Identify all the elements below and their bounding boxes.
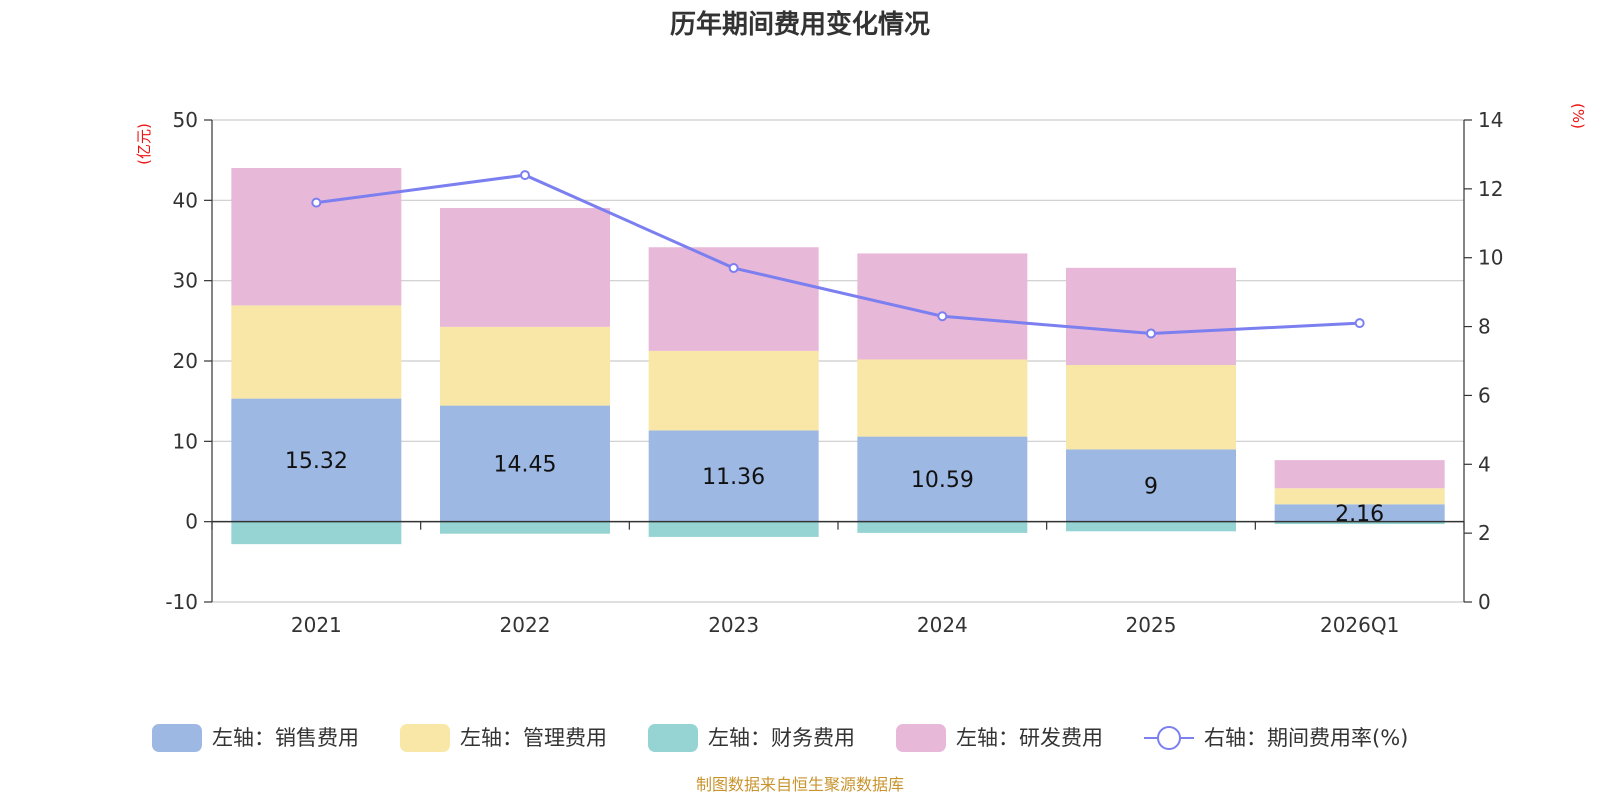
legend-label: 左轴：销售费用: [212, 726, 359, 750]
bar-labels: 15.32 14.45 11.36 10.59 9 2.16: [285, 449, 1384, 527]
bar-value-label: 14.45: [494, 453, 557, 478]
bar-segment: [1066, 521, 1236, 532]
data-source-note: 制图数据来自恒生聚源数据库: [696, 775, 904, 794]
legend-circle-swatch: [1157, 726, 1181, 750]
bar-segment: [857, 521, 1028, 533]
bar-segment: [231, 168, 402, 306]
legend-swatch: [152, 724, 202, 752]
x-tick-label: 2025: [1126, 613, 1177, 637]
x-tick-label: 2024: [917, 613, 968, 637]
bar-segment: [1274, 521, 1445, 525]
line-point: [1354, 318, 1365, 329]
bar-segment: [1274, 460, 1445, 489]
expense-rate-line: [316, 173, 1360, 335]
right-tick-label: 0: [1478, 590, 1491, 614]
right-tick-label: 14: [1478, 108, 1503, 132]
right-tick-label: 8: [1478, 315, 1491, 339]
bar-segment: [857, 436, 1028, 522]
left-tick-label: 40: [173, 188, 198, 212]
left-tick-label: 50: [173, 108, 198, 132]
legend-swatch: [648, 724, 698, 752]
bar-value-label: 9: [1144, 475, 1158, 500]
right-tick-label: 10: [1478, 246, 1503, 270]
bar-segment: [1066, 267, 1236, 366]
x-tick-label: 2021: [291, 613, 342, 637]
left-tick-label: 10: [173, 429, 198, 453]
legend-label: 右轴：期间费用率(%): [1204, 726, 1408, 750]
bar-segment: [648, 247, 819, 351]
right-axis-unit: (%): [1569, 103, 1587, 129]
bar-value-label: 10.59: [911, 468, 974, 493]
line-point: [728, 263, 739, 274]
left-tick-label: 0: [185, 510, 198, 534]
right-tick-label: 12: [1478, 177, 1503, 201]
line-point: [1146, 328, 1156, 339]
line-point: [520, 170, 530, 181]
bar-value-label: 11.36: [702, 465, 765, 490]
bar-segment: [440, 207, 610, 327]
bar-segment: [440, 521, 610, 534]
bar-segment: [648, 521, 819, 537]
bar-segment: [648, 350, 819, 431]
left-tick-label: 20: [173, 349, 198, 373]
line-series: [311, 170, 1365, 339]
right-tick-label: 4: [1478, 452, 1491, 476]
x-tick-label: 2022: [500, 613, 551, 637]
bar-segment: [231, 521, 402, 545]
bar-segment: [857, 359, 1028, 437]
right-tick-label: 2: [1478, 521, 1491, 545]
bar-segment: [648, 430, 819, 522]
bar-segment: [440, 326, 610, 406]
x-tick-label: 2026Q1: [1320, 613, 1399, 637]
bar-segment: [1274, 504, 1445, 522]
legend-label: 左轴：管理费用: [460, 726, 607, 750]
legend-swatch: [400, 724, 450, 752]
bar-value-label: 2.16: [1335, 502, 1384, 527]
left-axis-unit: (亿元): [135, 123, 153, 165]
x-tick-label: 2023: [708, 613, 759, 637]
legend-label: 左轴：财务费用: [708, 726, 855, 750]
legend: 左轴：销售费用 左轴：管理费用 左轴：财务费用 左轴：研发费用 右轴：期间费用率(%): [152, 724, 1408, 752]
line-point: [937, 311, 948, 322]
bar-segment: [1274, 488, 1445, 505]
left-tick-label: 30: [173, 269, 198, 293]
bar-value-label: 15.32: [285, 449, 348, 474]
bar-series: [231, 168, 1445, 545]
legend-label: 左轴：研发费用: [956, 726, 1103, 750]
bar-segment: [231, 398, 402, 522]
bar-segment: [231, 305, 402, 399]
left-tick-label: -10: [165, 590, 198, 614]
line-point: [311, 197, 322, 208]
bar-segment: [1066, 365, 1236, 450]
chart-title: 历年期间费用变化情况: [670, 9, 930, 40]
legend-swatch: [896, 724, 946, 752]
bar-segment: [857, 253, 1028, 360]
bar-segment: [1066, 449, 1236, 522]
right-tick-label: 6: [1478, 383, 1491, 407]
bar-segment: [440, 405, 610, 522]
